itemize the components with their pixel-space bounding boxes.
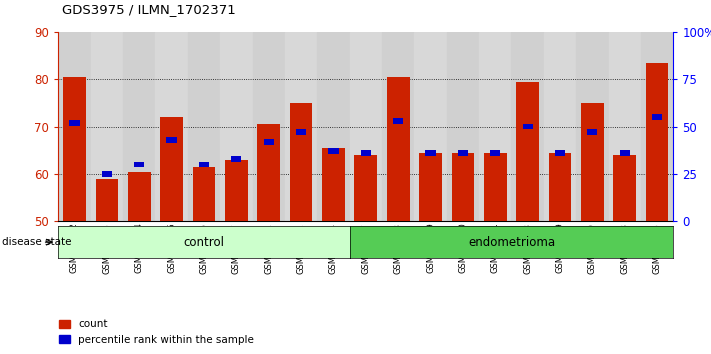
Bar (609, 32, 641, 221)
Bar (544, 32, 576, 221)
Bar (511, 32, 544, 221)
Text: endometrioma: endometrioma (468, 236, 555, 249)
Bar (193, 167, 215, 221)
Bar (264, 139, 274, 144)
Bar (641, 32, 673, 221)
Bar (70, 120, 80, 126)
Bar (646, 63, 668, 221)
Text: disease state: disease state (2, 237, 72, 247)
Text: control: control (183, 236, 225, 249)
Bar (322, 148, 345, 221)
Bar (555, 150, 565, 156)
Bar (317, 32, 350, 221)
Bar (296, 130, 306, 135)
Bar (220, 32, 252, 221)
Bar (257, 124, 280, 221)
Bar (620, 150, 630, 156)
Bar (490, 150, 501, 156)
Bar (382, 32, 415, 221)
Bar (614, 155, 636, 221)
Bar (58, 32, 91, 221)
Bar (290, 103, 312, 221)
Bar (447, 32, 479, 221)
Bar (523, 124, 533, 130)
Bar (328, 148, 338, 154)
Bar (252, 32, 285, 221)
Bar (285, 32, 317, 221)
Bar (91, 32, 123, 221)
Bar (581, 103, 604, 221)
Bar (63, 77, 86, 221)
Bar (95, 179, 118, 221)
Bar (576, 32, 609, 221)
Bar (134, 161, 144, 167)
Bar (188, 32, 220, 221)
Bar (652, 114, 662, 120)
Bar (355, 155, 377, 221)
Bar (123, 32, 156, 221)
Bar (225, 160, 247, 221)
Bar (451, 153, 474, 221)
Bar (484, 153, 507, 221)
Bar (350, 32, 382, 221)
Bar (360, 150, 371, 156)
Bar (587, 130, 597, 135)
Bar (231, 156, 242, 161)
Bar (199, 161, 209, 167)
Bar (156, 32, 188, 221)
Bar (393, 118, 403, 124)
Bar (387, 77, 410, 221)
Bar (419, 153, 442, 221)
Bar (166, 137, 177, 143)
Text: GDS3975 / ILMN_1702371: GDS3975 / ILMN_1702371 (62, 3, 235, 16)
Bar (102, 171, 112, 177)
Bar (160, 117, 183, 221)
Bar (458, 150, 468, 156)
Bar (128, 172, 151, 221)
Bar (479, 32, 511, 221)
Bar (549, 153, 572, 221)
Bar (415, 32, 447, 221)
Legend: count, percentile rank within the sample: count, percentile rank within the sample (55, 315, 258, 349)
Bar (516, 81, 539, 221)
Bar (425, 150, 436, 156)
